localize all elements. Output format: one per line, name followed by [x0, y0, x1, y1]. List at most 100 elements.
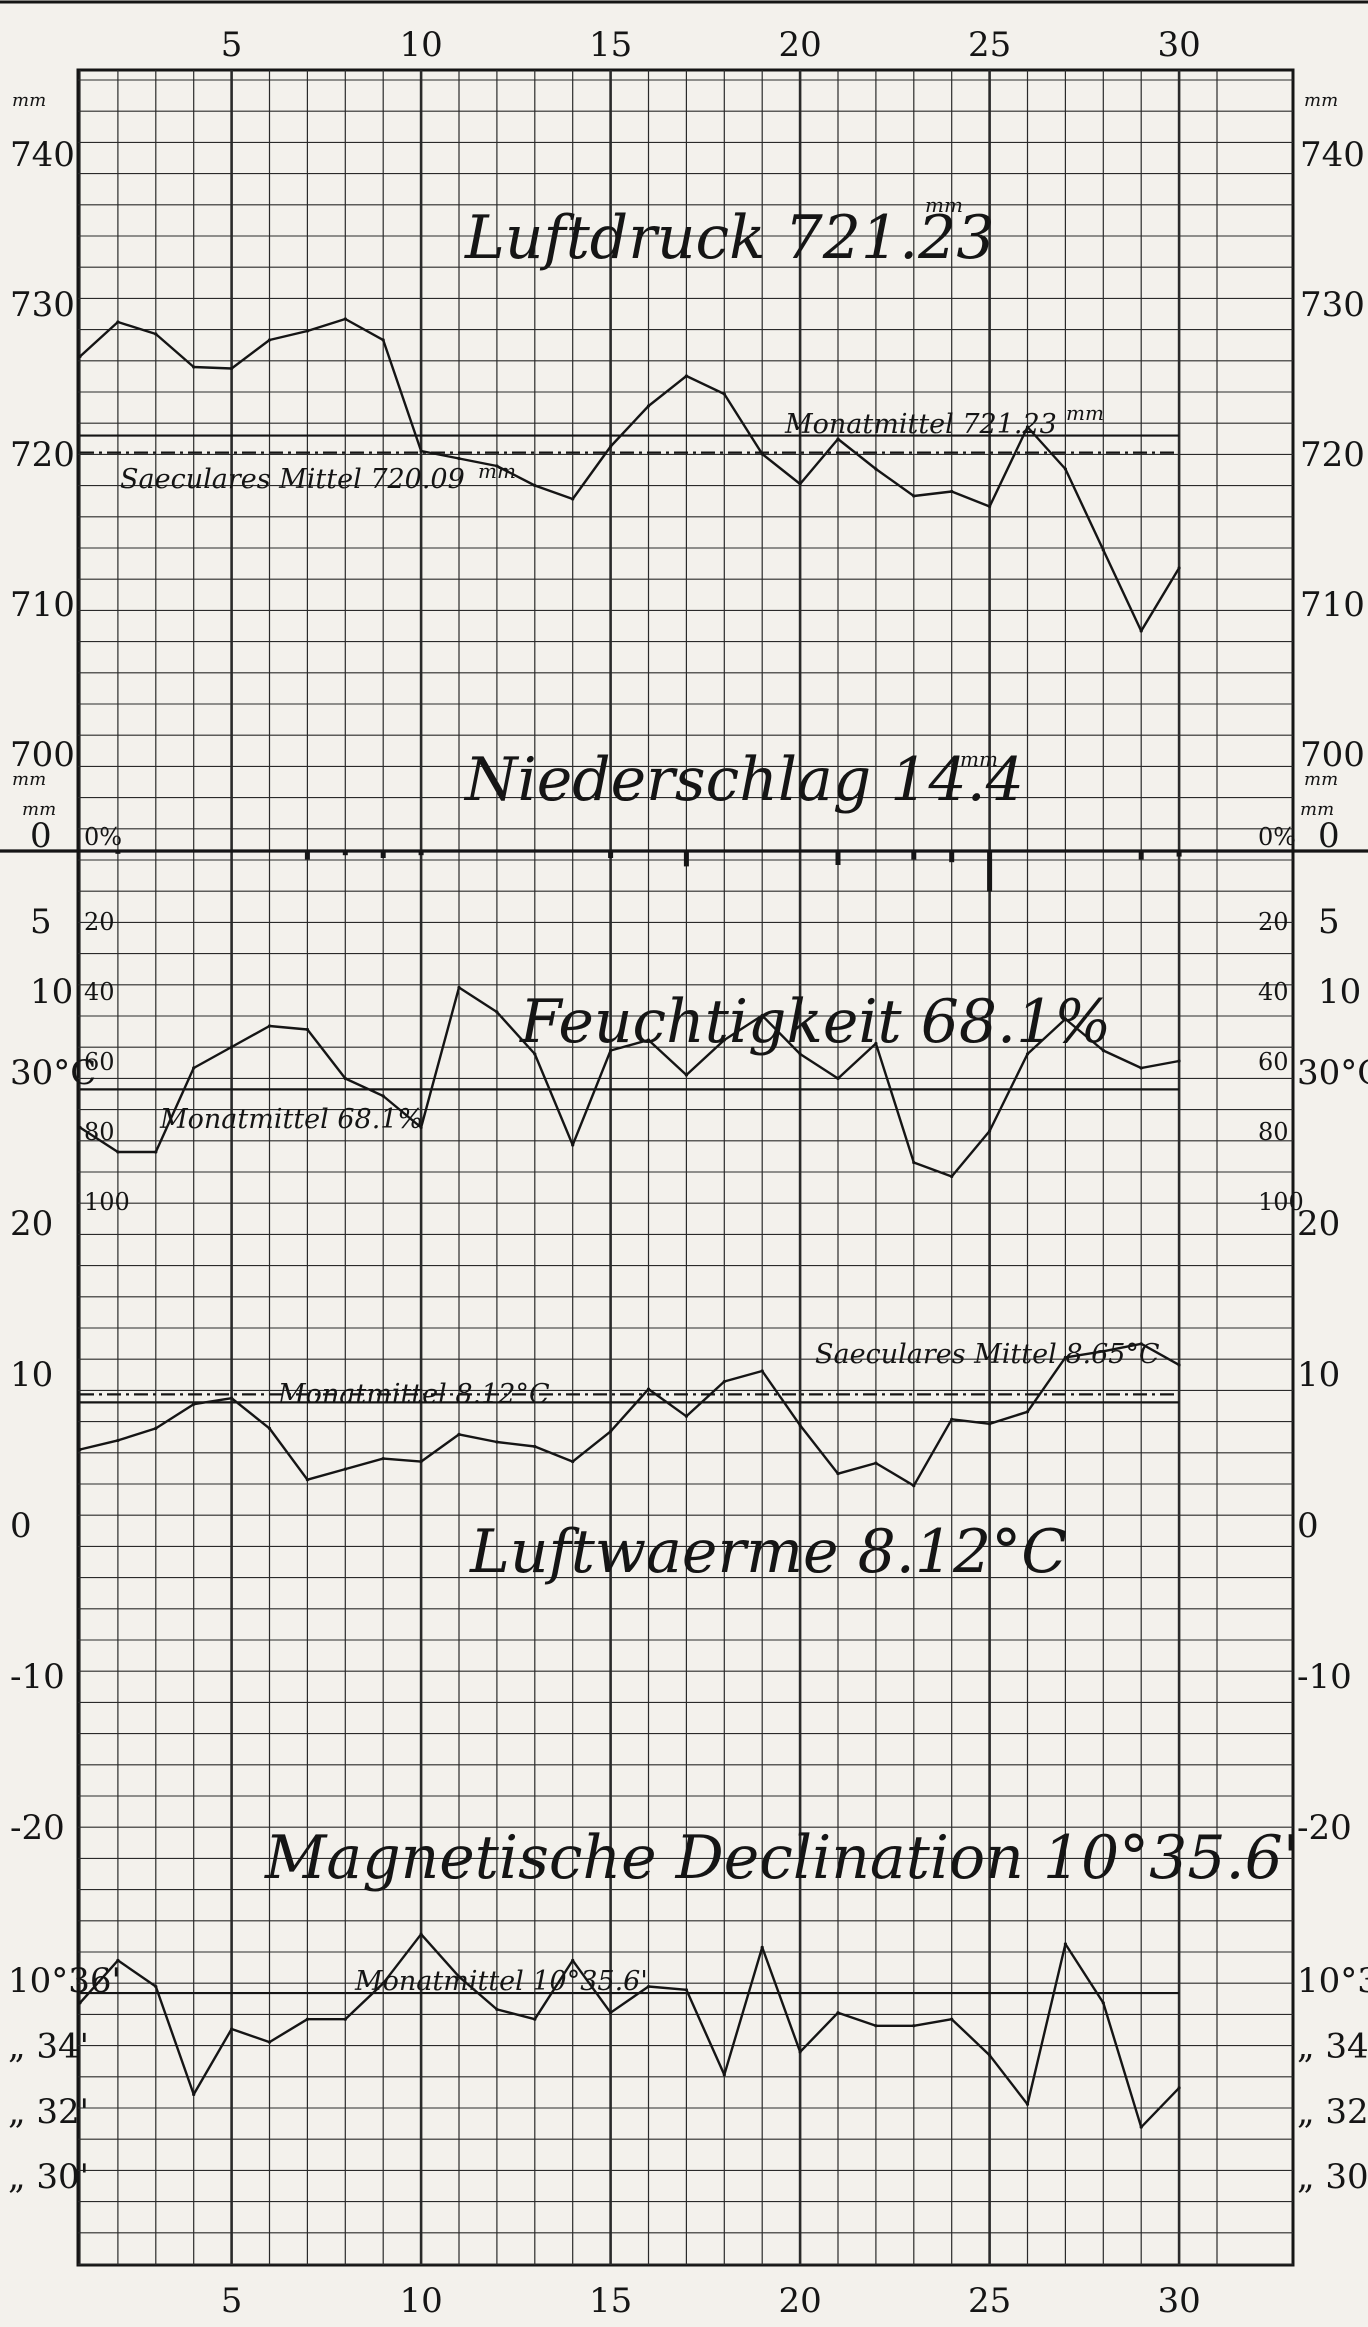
pressure-y-tick-left: 730 [10, 285, 75, 325]
data-point [798, 482, 802, 486]
data-point [798, 1423, 802, 1427]
data-point [646, 404, 651, 408]
data-point [722, 1379, 726, 1384]
humidity-y-tick-right: 0% [1258, 823, 1296, 851]
data-point [381, 338, 385, 342]
data-point [457, 456, 461, 461]
precipitation-bar [1138, 851, 1144, 860]
pressure-unit-label: mm [12, 90, 46, 111]
temp-y-tick-right: -10 [1297, 1657, 1352, 1697]
decl-y-tick-right: „ 30' [1297, 2157, 1368, 2197]
data-point [154, 1426, 158, 1430]
temp-y-tick-left: -20 [10, 1808, 65, 1848]
pressure-y-tick-right: 710 [1300, 585, 1365, 625]
data-point [154, 332, 158, 336]
data-point [192, 2092, 196, 2097]
humidity-y-tick-right: 80 [1258, 1118, 1289, 1146]
temp-y-tick-right: -20 [1297, 1808, 1352, 1848]
precip-y-tick-right: 5 [1318, 902, 1340, 942]
data-point [154, 1984, 158, 1989]
decl-y-tick-right: 10°36' [1297, 1961, 1368, 2001]
temperature-secular-mean-label: Saeculares Mittel 8.65°C [815, 1339, 1160, 1370]
precipitation-bar [835, 851, 841, 865]
data-point [988, 1129, 992, 1133]
data-point [646, 1387, 651, 1391]
data-point [988, 2053, 992, 2057]
data-point [343, 1076, 347, 1081]
pressure-y-tick-left: 720 [10, 435, 75, 475]
data-point [495, 464, 499, 468]
data-point [1177, 1059, 1181, 1063]
data-point [912, 2024, 916, 2028]
humidity-title: Feuchtigkeit 68.1% [519, 987, 1111, 1057]
precip-y-tick-left: 0 [30, 816, 52, 856]
data-point [1101, 1349, 1105, 1353]
data-point [78, 2001, 82, 2005]
temperature-monthly-mean-label: Monatmittel 8.12°C [277, 1379, 550, 1410]
data-point [836, 2011, 840, 2015]
data-point [684, 1073, 689, 1077]
precipitation-bar [418, 851, 424, 856]
temp-y-tick-right: 30°C [1297, 1053, 1368, 1093]
precip-unit-label: mm [1300, 799, 1334, 820]
precipitation-bar [304, 851, 310, 860]
x-tick-label-bottom: 5 [221, 2281, 243, 2321]
data-point [950, 1174, 954, 1179]
data-point [533, 1444, 537, 1449]
pressure-y-tick-left: 710 [10, 585, 75, 625]
x-tick-label-top: 20 [778, 25, 821, 65]
precipitation-bar [949, 851, 955, 863]
data-point [798, 2050, 802, 2054]
data-point [950, 1417, 954, 1421]
pressure-monthly-mean-unit: mm [1066, 401, 1104, 425]
data-point [1177, 566, 1181, 570]
data-point [343, 2017, 347, 2021]
data-point [836, 437, 840, 441]
data-point [571, 497, 575, 501]
temp-y-tick-left: 0 [10, 1506, 32, 1546]
precipitation-bar [987, 851, 993, 892]
pressure-title-unit: mm [925, 193, 963, 217]
precip-y-tick-left: 10 [30, 972, 73, 1012]
data-point [874, 467, 878, 471]
x-tick-label-bottom: 10 [399, 2281, 442, 2321]
data-point [609, 444, 613, 449]
data-point [267, 2040, 272, 2044]
data-point [760, 452, 764, 456]
precip-y-tick-left: 5 [30, 902, 52, 942]
data-point [684, 1414, 689, 1418]
data-point [1101, 548, 1105, 552]
data-point [1025, 1052, 1030, 1056]
precip-unit-label: mm [22, 799, 56, 820]
humidity-y-tick-left: 0% [84, 823, 122, 851]
decl-y-tick-left: 10°36' [8, 1961, 121, 2001]
data-point [419, 1932, 423, 1936]
decl-y-tick-right: „ 34' [1297, 2026, 1368, 2066]
data-point [419, 1459, 423, 1464]
data-point [116, 1958, 120, 1962]
precipitation-bar [911, 851, 917, 860]
humidity-y-tick-left: 60 [84, 1048, 115, 1076]
data-point [950, 2017, 954, 2021]
data-point [646, 1038, 651, 1042]
decl-y-tick-left: „ 30' [8, 2157, 89, 2197]
humidity-y-tick-left: 80 [84, 1118, 115, 1146]
humidity-y-tick-left: 40 [84, 978, 115, 1006]
data-point [343, 317, 347, 321]
declination-title: Magnetische Declination 10°35.6' [264, 1823, 1299, 1893]
data-point [495, 1010, 499, 1014]
data-point [116, 1438, 120, 1443]
data-point [1139, 629, 1143, 633]
x-tick-label-bottom: 15 [589, 2281, 632, 2321]
x-tick-label-bottom: 30 [1157, 2281, 1200, 2321]
data-point [1063, 1355, 1067, 1359]
data-point [1139, 1066, 1143, 1070]
data-point [192, 1066, 196, 1070]
data-point [116, 1150, 120, 1154]
temp-y-tick-left: 20 [10, 1204, 53, 1244]
data-point [533, 2017, 537, 2021]
decl-y-tick-left: „ 32' [8, 2092, 89, 2132]
series-lines [78, 317, 1181, 2129]
data-point [267, 338, 272, 342]
